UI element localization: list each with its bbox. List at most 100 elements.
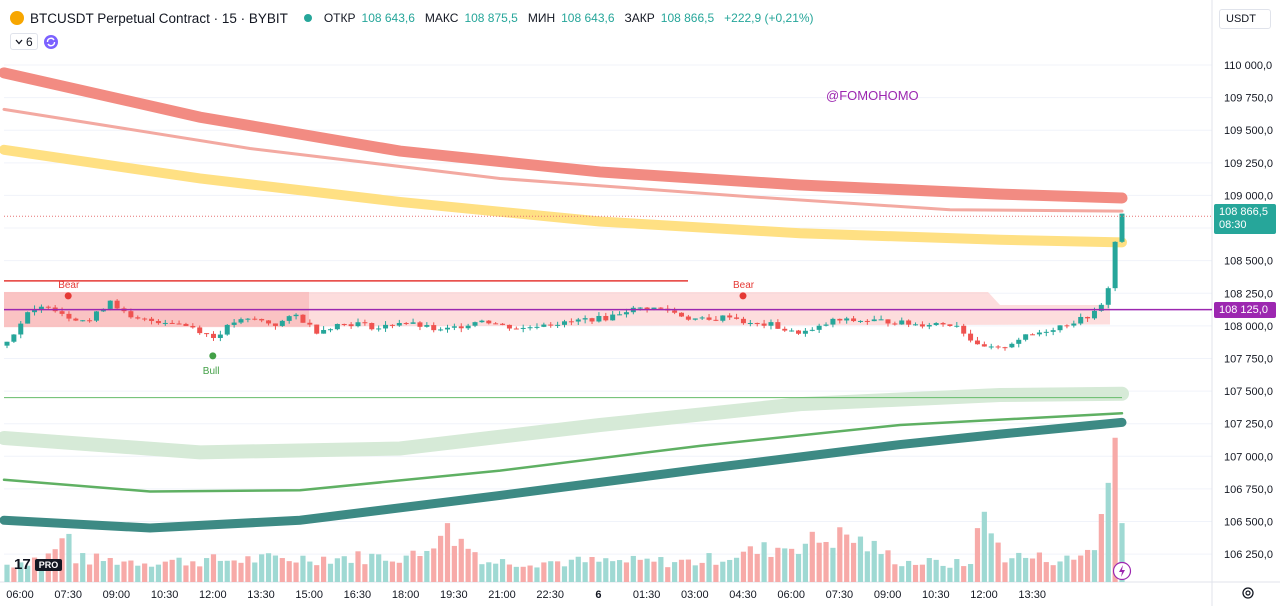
candle-body [892, 323, 898, 325]
volume-bar [142, 563, 148, 582]
refresh-icon[interactable] [42, 33, 60, 50]
volume-bar [555, 561, 561, 582]
candle-body [864, 320, 870, 322]
signal-dot [209, 352, 217, 360]
candle-body [754, 322, 760, 324]
lightning-icon[interactable] [1112, 561, 1132, 586]
indicators-toggle[interactable]: 6 [10, 33, 38, 50]
candle-body [555, 324, 561, 326]
candle-body [1016, 339, 1022, 344]
volume-bar [431, 548, 437, 582]
time-tick-label: 13:30 [1018, 589, 1046, 601]
watermark-text: @FOMOHOMO [826, 88, 919, 103]
volume-bar [761, 542, 767, 582]
candle-body [954, 325, 960, 327]
candle-body [520, 327, 526, 329]
volume-bar [4, 564, 10, 582]
candle-body [128, 311, 134, 318]
symbol-title[interactable]: BTCUSDT Perpetual Contract · 15 · BYBIT [30, 10, 288, 26]
volume-bar [768, 556, 774, 582]
candle-body [837, 318, 843, 321]
volume-bar [396, 562, 402, 582]
currency-selector[interactable]: USDT [1219, 9, 1271, 29]
volume-bar [31, 557, 38, 582]
volume-bar [789, 548, 795, 582]
volume-bar [1064, 555, 1070, 582]
volume-bar [190, 561, 196, 582]
candle-body [500, 323, 506, 325]
signal-label: Bull [203, 366, 220, 377]
candle-body [782, 328, 788, 331]
tradingview-logo[interactable]: 17 PRO [14, 556, 63, 573]
volume-bar [823, 541, 829, 582]
volume-bar [197, 566, 203, 582]
candle-body [974, 340, 980, 345]
volume-bar [878, 554, 884, 582]
candle-body [238, 319, 244, 323]
time-tick-label: 06:00 [777, 589, 805, 601]
volume-bar [203, 558, 210, 582]
candle-body [93, 311, 99, 321]
volume-bar [424, 550, 430, 582]
volume-bar [369, 553, 375, 582]
volume-bar [93, 553, 100, 582]
volume-bar [444, 523, 451, 582]
candlestick-series [4, 213, 1125, 351]
candle-body [1057, 325, 1063, 331]
volume-bar [217, 560, 223, 582]
volume-bar [1098, 514, 1104, 582]
candle-body [217, 334, 223, 338]
volume-bar [355, 551, 361, 582]
volume-bar [272, 555, 279, 582]
volume-bar [967, 564, 974, 582]
volume-bar [1029, 558, 1036, 582]
time-tick-label: 03:00 [681, 589, 709, 601]
currency-label: USDT [1226, 13, 1256, 25]
volume-bar [706, 553, 712, 582]
volume-bar [658, 557, 664, 582]
volume-bar [499, 559, 506, 582]
volume-bar [899, 566, 905, 582]
price-tick-label: 109 500,0 [1224, 125, 1273, 137]
volume-bar [300, 555, 306, 582]
price-axis: 106 250,0 106 500,0 106 750,0 107 000,0 107 … [1224, 60, 1273, 561]
volume-bar [1084, 549, 1091, 582]
ma-line-salmon [2, 107, 1124, 213]
low-label: МИН [527, 11, 556, 25]
volume-bar [520, 566, 526, 582]
volume-bar [754, 553, 760, 582]
gear-icon[interactable] [1240, 585, 1256, 606]
volume-bar [610, 561, 616, 582]
candle-body [224, 324, 230, 335]
time-tick-label: 09:00 [874, 589, 902, 601]
volume-bar [327, 563, 334, 582]
price-tick-label: 109 750,0 [1224, 93, 1273, 105]
candle-body [506, 324, 512, 329]
candle-body [190, 325, 196, 328]
volume-bar [795, 553, 802, 582]
candle-body [809, 329, 815, 331]
candle-body [1036, 332, 1042, 335]
volume-bar [293, 562, 299, 582]
volume-bar [18, 562, 24, 582]
candle-body [816, 325, 822, 330]
candle-body [59, 311, 65, 314]
volume-bar [561, 566, 568, 582]
volume-bar [38, 560, 45, 582]
volume-bar [616, 560, 623, 582]
candle-body [1050, 330, 1056, 332]
time-tick-label: 15:00 [295, 589, 323, 601]
candle-body [995, 346, 1001, 348]
candle-body [596, 315, 602, 322]
volume-bar [981, 511, 987, 582]
candle-body [451, 326, 457, 328]
bar-countdown: 08:30 [1219, 219, 1247, 231]
candle-body [919, 324, 925, 327]
volume-bar [954, 559, 960, 582]
candle-body [300, 314, 306, 323]
candle-body [259, 318, 265, 321]
high-label: МАКС [424, 11, 459, 25]
candle-body [603, 315, 609, 321]
volume-bar [727, 559, 733, 582]
